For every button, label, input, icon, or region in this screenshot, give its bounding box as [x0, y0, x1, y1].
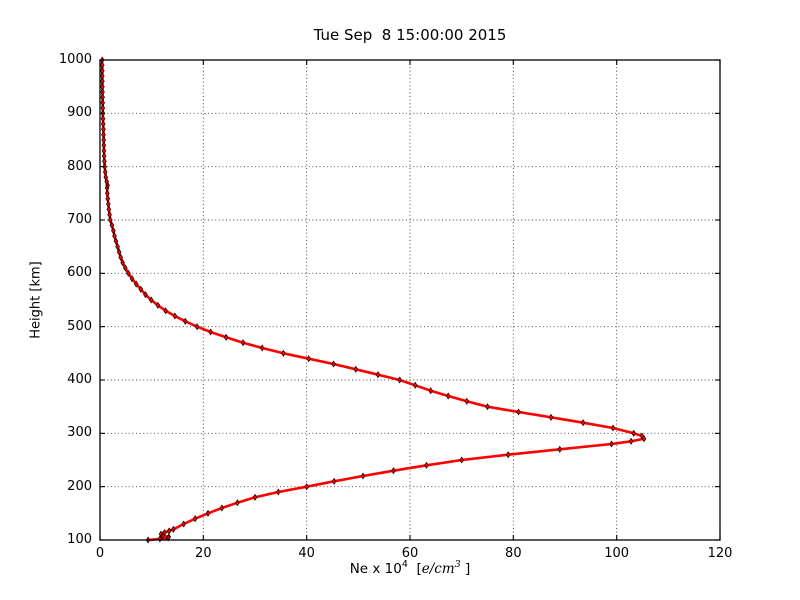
y-tick-label: 600: [67, 265, 92, 281]
x-tick-label: 20: [195, 546, 212, 561]
y-tick-label: 800: [67, 158, 92, 174]
x-tick-label: 0: [95, 546, 105, 561]
x-label-mid: [: [407, 561, 422, 577]
data-point-markers: [99, 56, 647, 544]
y-tick-label: 400: [67, 372, 92, 387]
x-axis-label: Ne x 104 [e/cm3 ]: [100, 559, 720, 577]
x-tick-label: 120: [707, 546, 733, 561]
y-tick-label: 100: [67, 532, 92, 547]
y-tick-label: 200: [67, 478, 92, 494]
y-tick-label: 500: [67, 318, 92, 334]
x-label-math-exponent: 3: [454, 559, 461, 570]
y-tick-label: 300: [67, 425, 92, 441]
y-tick-label: 700: [67, 212, 92, 227]
x-label-exponent: 4: [401, 559, 408, 570]
x-label-prefix: Ne x 10: [349, 561, 402, 577]
x-label-math: e/cm: [421, 561, 455, 577]
density-profile-line: [100, 58, 646, 542]
y-tick-label: 900: [67, 105, 92, 121]
x-tick-label: 40: [298, 546, 315, 561]
chart-title: Tue Sep 8 15:00:00 2015: [313, 26, 507, 44]
x-tick-label: 100: [604, 546, 630, 561]
x-tick-label: 60: [401, 546, 419, 561]
y-tick-label: 1000: [58, 52, 92, 67]
x-tick-label: 80: [505, 546, 522, 561]
x-label-suffix: ]: [460, 561, 471, 577]
